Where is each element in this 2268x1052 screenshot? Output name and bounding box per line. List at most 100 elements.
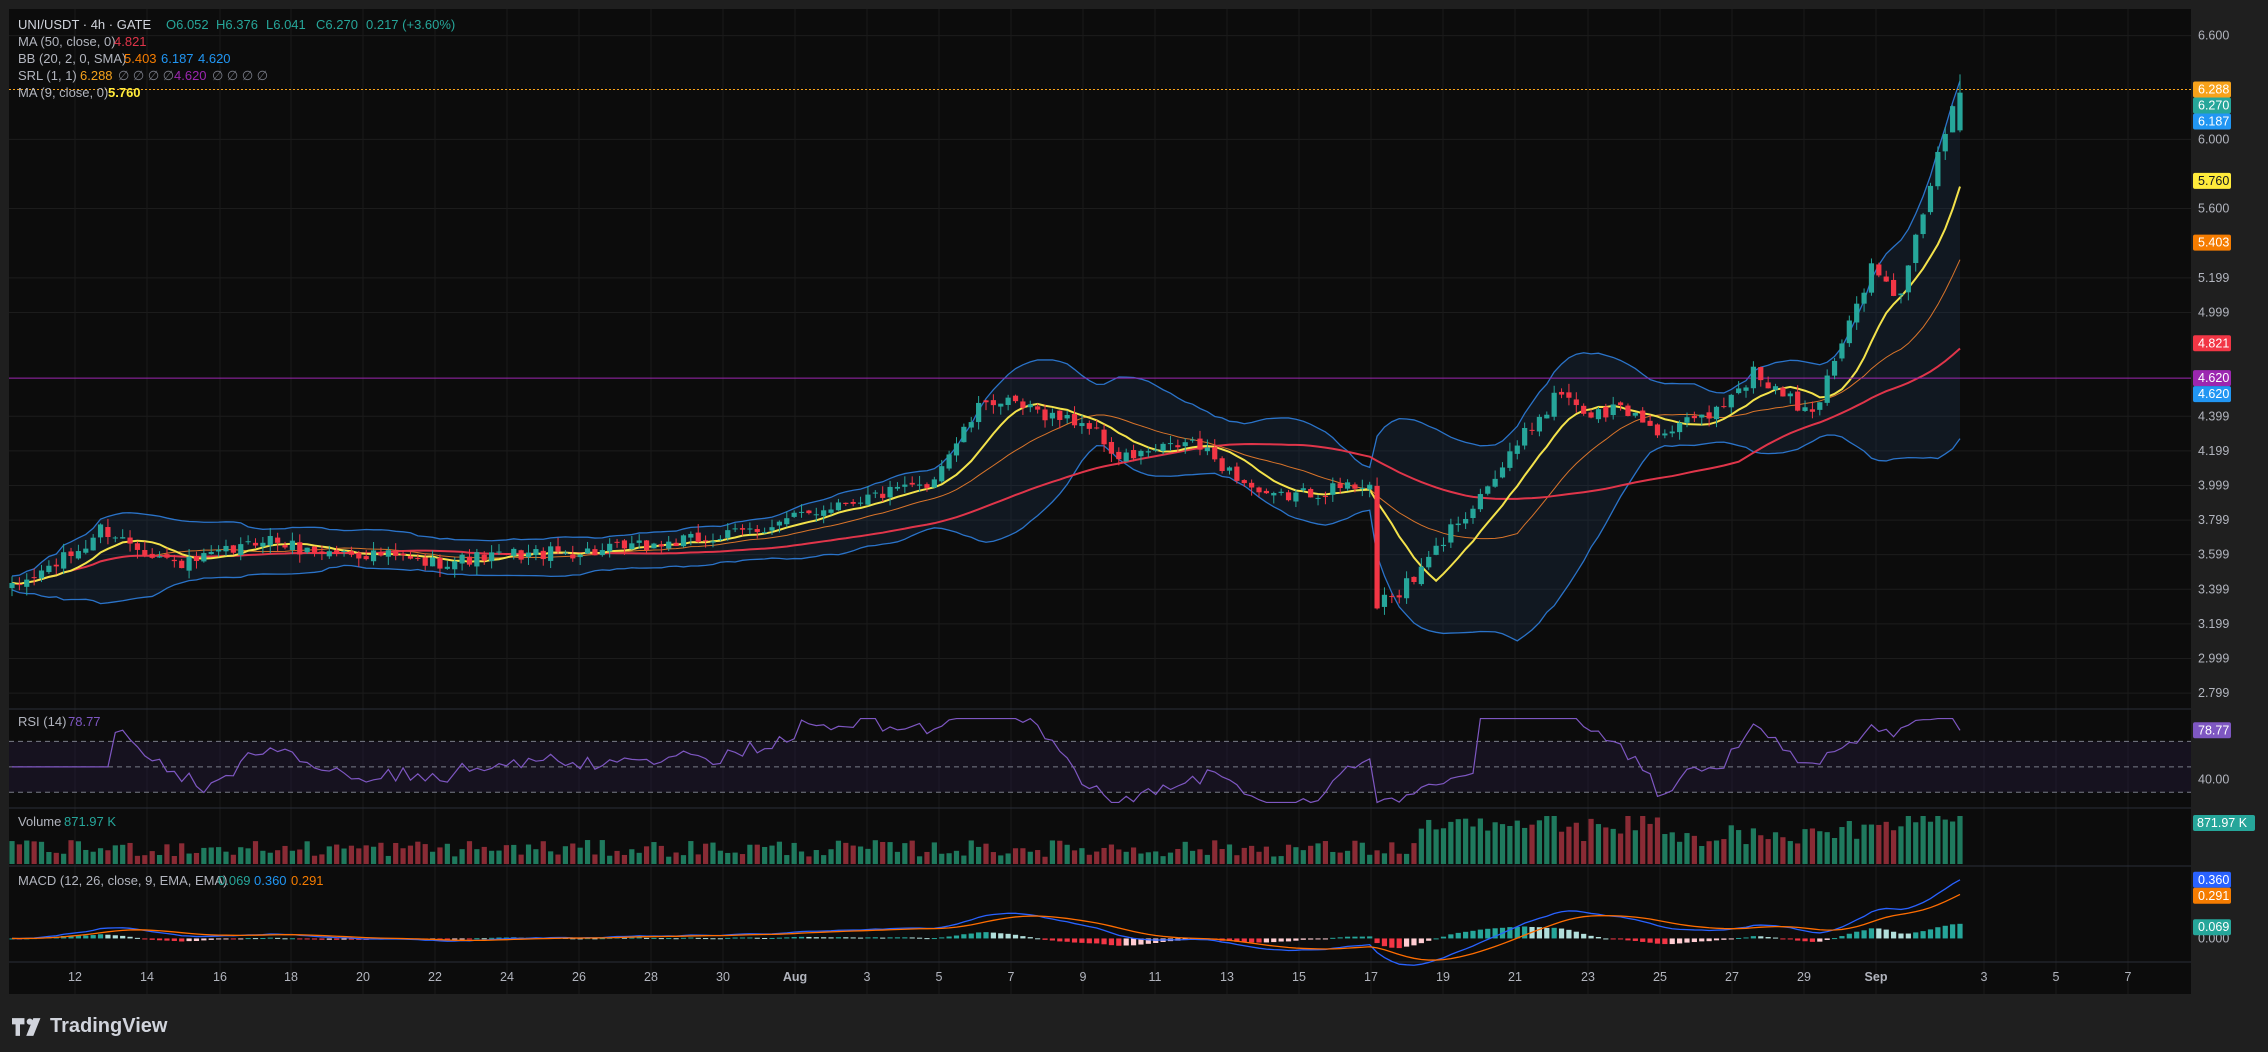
candle-body[interactable] (732, 528, 738, 530)
candle-body[interactable] (1507, 451, 1513, 468)
candle-body[interactable] (1942, 133, 1948, 152)
candle-body[interactable] (1285, 492, 1292, 501)
candle-body[interactable] (1433, 545, 1439, 555)
candle-body[interactable] (112, 537, 118, 539)
price-tag[interactable] (2193, 370, 2231, 387)
candle-body[interactable] (415, 557, 421, 559)
candle-body[interactable] (1920, 214, 1926, 235)
candle-body[interactable] (1278, 491, 1284, 493)
candle-body[interactable] (1603, 406, 1609, 418)
candle-body[interactable] (1927, 185, 1934, 213)
candle-body[interactable] (1145, 451, 1151, 453)
candle-body[interactable] (1197, 438, 1203, 450)
candle-body[interactable] (267, 536, 273, 546)
candle-body[interactable] (1012, 395, 1019, 402)
candle-body[interactable] (1913, 234, 1919, 264)
candle-body[interactable] (68, 551, 74, 556)
candle-body[interactable] (1256, 487, 1262, 493)
candle-body[interactable] (1086, 423, 1092, 429)
candle-body[interactable] (828, 509, 834, 513)
candle-body[interactable] (1713, 406, 1720, 420)
candle-body[interactable] (289, 540, 295, 550)
candle-body[interactable] (680, 535, 687, 547)
candle-body[interactable] (1138, 450, 1144, 457)
candle-body[interactable] (83, 548, 89, 553)
candle-body[interactable] (319, 551, 325, 555)
candle-body[interactable] (850, 501, 856, 504)
candle-body[interactable] (452, 561, 458, 570)
candle-body[interactable] (156, 556, 163, 558)
volume-tag[interactable] (2193, 815, 2255, 831)
candle-body[interactable] (1190, 439, 1196, 441)
candle-body[interactable] (1721, 406, 1727, 408)
candle-body[interactable] (1728, 394, 1734, 408)
candle-body[interactable] (525, 552, 532, 558)
candle-body[interactable] (474, 552, 480, 567)
candle-body[interactable] (53, 564, 59, 567)
price-tag[interactable] (2193, 386, 2231, 403)
candle-body[interactable] (1950, 106, 1956, 133)
candle-body[interactable] (466, 556, 473, 565)
candle-body[interactable] (1463, 518, 1469, 524)
candle-body[interactable] (976, 402, 982, 423)
candle-body[interactable] (1057, 410, 1063, 420)
candle-body[interactable] (1566, 392, 1572, 398)
candle-body[interactable] (1861, 292, 1867, 304)
candle-body[interactable] (1212, 447, 1218, 460)
candle-body[interactable] (1249, 482, 1255, 488)
candle-body[interactable] (24, 579, 30, 587)
candle-body[interactable] (688, 533, 694, 538)
candle-body[interactable] (407, 556, 414, 559)
candle-body[interactable] (798, 511, 805, 513)
candle-body[interactable] (444, 566, 450, 569)
candle-body[interactable] (1780, 387, 1786, 397)
candle-body[interactable] (1758, 367, 1764, 381)
candle-body[interactable] (821, 510, 827, 516)
candle-body[interactable] (1381, 594, 1388, 607)
candle-body[interactable] (1219, 458, 1225, 472)
candle-body[interactable] (725, 530, 731, 538)
rsi-tag[interactable] (2193, 722, 2231, 739)
candle-body[interactable] (1226, 467, 1233, 471)
candle-body[interactable] (1322, 496, 1329, 498)
candle-body[interactable] (341, 550, 347, 552)
candle-body[interactable] (968, 422, 974, 428)
candle-body[interactable] (1418, 566, 1424, 585)
candle-body[interactable] (1455, 523, 1461, 526)
candle-body[interactable] (193, 556, 200, 562)
candle-body[interactable] (97, 524, 104, 538)
candle-body[interactable] (164, 554, 170, 558)
candle-body[interactable] (1094, 427, 1100, 429)
candle-body[interactable] (1772, 386, 1779, 390)
candle-body[interactable] (673, 542, 679, 547)
candle-body[interactable] (1706, 412, 1712, 419)
candle-body[interactable] (496, 551, 502, 553)
price-pane[interactable] (9, 74, 2191, 642)
candle-body[interactable] (378, 552, 384, 556)
candle-body[interactable] (621, 540, 628, 549)
candle-body[interactable] (1558, 391, 1565, 395)
candle-body[interactable] (784, 518, 790, 525)
candle-body[interactable] (1905, 265, 1911, 293)
price-tag[interactable] (2193, 97, 2231, 114)
candle-body[interactable] (909, 482, 915, 485)
candle-body[interactable] (769, 527, 775, 531)
candle-body[interactable] (939, 466, 945, 482)
candle-body[interactable] (1160, 443, 1166, 452)
candle-body[interactable] (489, 552, 495, 562)
candle-body[interactable] (1175, 445, 1181, 448)
candle-body[interactable] (370, 550, 377, 562)
candle-body[interactable] (179, 560, 185, 569)
candle-body[interactable] (311, 546, 318, 554)
candle-body[interactable] (548, 546, 554, 561)
candle-body[interactable] (1802, 407, 1808, 411)
candle-body[interactable] (946, 454, 952, 469)
candle-body[interactable] (1684, 417, 1690, 423)
candle-body[interactable] (1736, 388, 1742, 394)
candle-body[interactable] (872, 492, 878, 494)
candle-body[interactable] (1654, 424, 1661, 436)
candle-body[interactable] (1625, 405, 1631, 416)
price-tag[interactable] (2193, 335, 2231, 352)
candle-body[interactable] (1691, 415, 1697, 419)
candle-body[interactable] (208, 551, 214, 555)
